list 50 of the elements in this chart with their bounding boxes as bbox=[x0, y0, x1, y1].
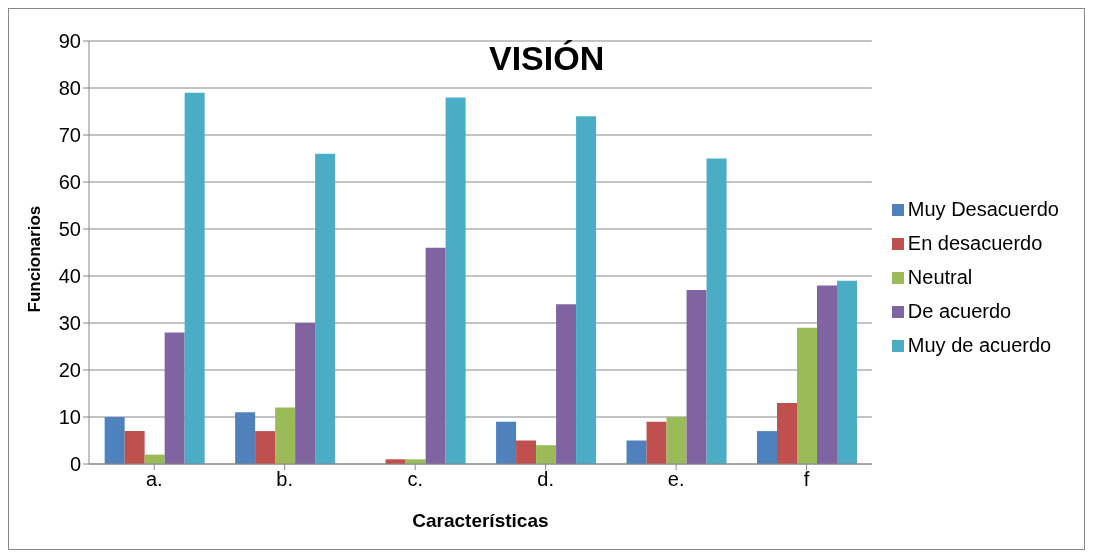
bar bbox=[295, 323, 316, 464]
y-tick-label: 90 bbox=[58, 30, 81, 53]
x-tick-label: a. bbox=[145, 468, 163, 491]
y-tick-label: 70 bbox=[58, 124, 81, 147]
x-tick-label: c. bbox=[407, 468, 423, 491]
bar bbox=[797, 327, 817, 464]
y-tick-label: 20 bbox=[58, 359, 81, 382]
y-axis-title: Funcionarios bbox=[25, 205, 45, 313]
bar bbox=[706, 158, 727, 464]
bar bbox=[817, 285, 837, 464]
bar bbox=[626, 440, 647, 464]
y-tick-label: 0 bbox=[69, 453, 81, 476]
x-axis-title: Características bbox=[412, 510, 549, 532]
bar bbox=[496, 421, 517, 464]
bar bbox=[235, 412, 256, 464]
x-tick-label: f bbox=[803, 468, 810, 491]
x-tick-label: e. bbox=[667, 468, 685, 491]
bar bbox=[516, 440, 537, 464]
bar bbox=[124, 431, 145, 464]
y-tick-label: 40 bbox=[58, 265, 81, 288]
y-tick-label: 80 bbox=[58, 77, 81, 100]
bar bbox=[837, 280, 857, 464]
bar bbox=[275, 407, 296, 464]
bar bbox=[777, 402, 797, 464]
legend-label: Neutral bbox=[907, 265, 973, 288]
y-tick-label: 60 bbox=[58, 171, 81, 194]
bar bbox=[315, 153, 336, 464]
bar bbox=[536, 445, 557, 464]
y-tick-label: 50 bbox=[58, 218, 81, 241]
x-tick-label: d. bbox=[537, 468, 554, 491]
bar bbox=[576, 116, 597, 464]
bar bbox=[757, 431, 777, 464]
bar bbox=[425, 247, 446, 464]
y-tick-label: 10 bbox=[58, 406, 81, 429]
x-tick-label: b. bbox=[276, 468, 294, 491]
bar bbox=[184, 92, 205, 464]
bar bbox=[666, 417, 687, 464]
bar bbox=[255, 431, 276, 464]
bar bbox=[104, 417, 125, 464]
bar bbox=[646, 421, 667, 464]
legend-label: Muy de acuerdo bbox=[907, 333, 1052, 356]
bar bbox=[164, 332, 185, 464]
y-tick-label: 30 bbox=[58, 312, 81, 335]
legend-label: De acuerdo bbox=[907, 299, 1012, 322]
bar bbox=[445, 97, 466, 464]
legend-label: En desacuerdo bbox=[907, 231, 1043, 254]
chart-title: VISIÓN bbox=[489, 39, 605, 78]
bar bbox=[556, 304, 577, 464]
legend-label: Muy Desacuerdo bbox=[907, 197, 1059, 220]
bar bbox=[686, 290, 707, 464]
